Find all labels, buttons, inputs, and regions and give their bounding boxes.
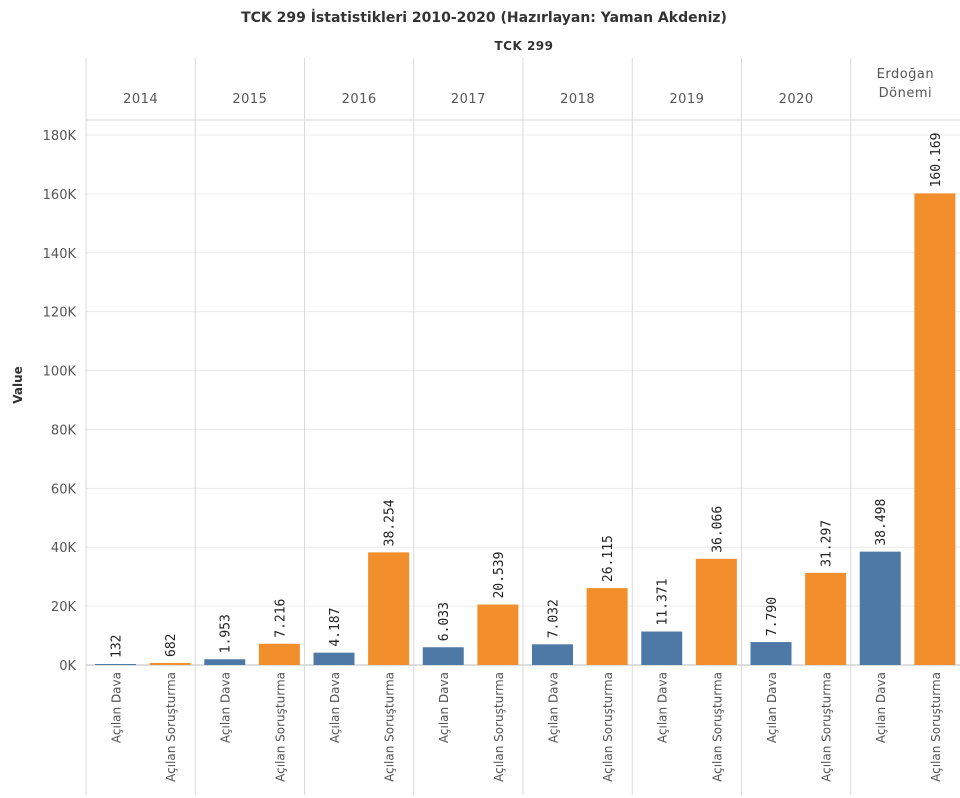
- chart-title: TCK 299 İstatistikleri 2010-2020 (Hazırl…: [241, 9, 727, 26]
- category-label-0-1: Açılan Soruşturma: [164, 672, 178, 782]
- bar-3-1: [477, 604, 519, 665]
- bar-4-1: [586, 588, 628, 665]
- group-header-7-1: Dönemi: [879, 86, 932, 101]
- bar-1-1: [258, 643, 300, 665]
- group-header-0-0: 2014: [123, 92, 158, 107]
- group-header-6-0: 2020: [779, 92, 814, 107]
- y-tick-label-9: 180K: [43, 129, 77, 144]
- group-header-5-0: 2019: [669, 92, 704, 107]
- data-label-2-0: 4.187: [328, 608, 343, 647]
- y-tick-label-3: 60K: [51, 482, 77, 497]
- data-label-6-0: 7.790: [765, 597, 780, 636]
- y-tick-label-0: 0K: [59, 659, 76, 674]
- category-label-6-1: Açılan Soruşturma: [820, 672, 834, 782]
- category-label-7-0: Açılan Dava: [874, 672, 888, 743]
- category-label-5-1: Açılan Soruşturma: [710, 672, 724, 782]
- bars: [94, 193, 956, 665]
- bar-2-0: [313, 652, 355, 665]
- category-label-3-1: Açılan Soruşturma: [492, 672, 506, 782]
- bar-3-0: [422, 647, 464, 665]
- data-label-0-1: 682: [164, 634, 179, 657]
- data-label-2-1: 38.254: [383, 499, 398, 546]
- y-axis-label: Value: [11, 366, 25, 404]
- group-header-7-0: Erdoğan: [877, 67, 935, 82]
- bar-7-1: [914, 193, 956, 665]
- bar-1-0: [204, 659, 246, 665]
- y-tick-label-8: 160K: [43, 188, 77, 203]
- y-tick-label-2: 40K: [51, 541, 77, 556]
- category-label-3-0: Açılan Dava: [437, 672, 451, 743]
- y-tick-label-6: 120K: [43, 306, 77, 321]
- group-header-3-0: 2017: [451, 92, 486, 107]
- data-label-5-1: 36.066: [710, 506, 725, 553]
- category-label-1-0: Açılan Dava: [219, 672, 233, 743]
- bar-6-0: [750, 642, 792, 665]
- category-label-6-0: Açılan Dava: [765, 672, 779, 743]
- data-label-1-0: 1.953: [219, 614, 234, 653]
- bar-7-0: [859, 551, 901, 665]
- data-label-0-0: 132: [109, 635, 124, 658]
- column-header: TCK 299: [494, 39, 553, 53]
- data-labels: 132 682 1.953 7.216 4.187 38.254 6.033 20.539 7.…: [109, 133, 943, 658]
- bar-0-1: [149, 662, 191, 665]
- axes: 0K 20K 40K 60K 80K 100K 120K 140K 160K 180K 2014 Aç…: [43, 67, 943, 782]
- data-label-4-0: 7.032: [546, 599, 561, 638]
- y-tick-label-5: 100K: [43, 365, 77, 380]
- category-label-2-1: Açılan Soruşturma: [383, 672, 397, 782]
- bar-5-1: [695, 558, 737, 665]
- category-label-1-1: Açılan Soruşturma: [273, 672, 287, 782]
- y-tick-label-7: 140K: [43, 247, 77, 262]
- bar-4-0: [531, 644, 573, 665]
- category-label-2-0: Açılan Dava: [328, 672, 342, 743]
- group-header-2-0: 2016: [342, 92, 377, 107]
- y-tick-label-4: 80K: [51, 423, 77, 438]
- data-label-3-1: 20.539: [492, 552, 507, 599]
- bar-0-0: [94, 664, 136, 665]
- bar-6-1: [805, 572, 847, 665]
- data-label-7-1: 160.169: [929, 133, 944, 188]
- data-label-7-0: 38.498: [874, 499, 889, 546]
- group-header-4-0: 2018: [560, 92, 595, 107]
- category-label-5-0: Açılan Dava: [656, 672, 670, 743]
- category-label-4-0: Açılan Dava: [546, 672, 560, 743]
- data-label-6-1: 31.297: [820, 520, 835, 567]
- category-label-4-1: Açılan Soruşturma: [601, 672, 615, 782]
- bar-2-1: [368, 552, 410, 665]
- category-label-0-0: Açılan Dava: [109, 672, 123, 743]
- group-header-1-0: 2015: [232, 92, 267, 107]
- data-label-1-1: 7.216: [273, 599, 288, 638]
- bar-5-0: [641, 631, 683, 665]
- data-label-5-0: 11.371: [656, 579, 671, 626]
- category-label-7-1: Açılan Soruşturma: [929, 672, 943, 782]
- data-label-4-1: 26.115: [601, 535, 616, 582]
- data-label-3-0: 6.033: [437, 602, 452, 641]
- y-tick-label-1: 20K: [51, 600, 77, 615]
